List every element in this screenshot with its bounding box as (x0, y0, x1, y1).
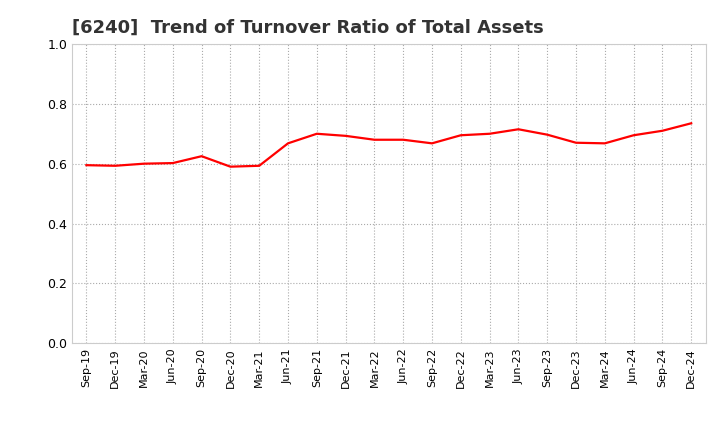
Text: [6240]  Trend of Turnover Ratio of Total Assets: [6240] Trend of Turnover Ratio of Total … (72, 19, 544, 37)
